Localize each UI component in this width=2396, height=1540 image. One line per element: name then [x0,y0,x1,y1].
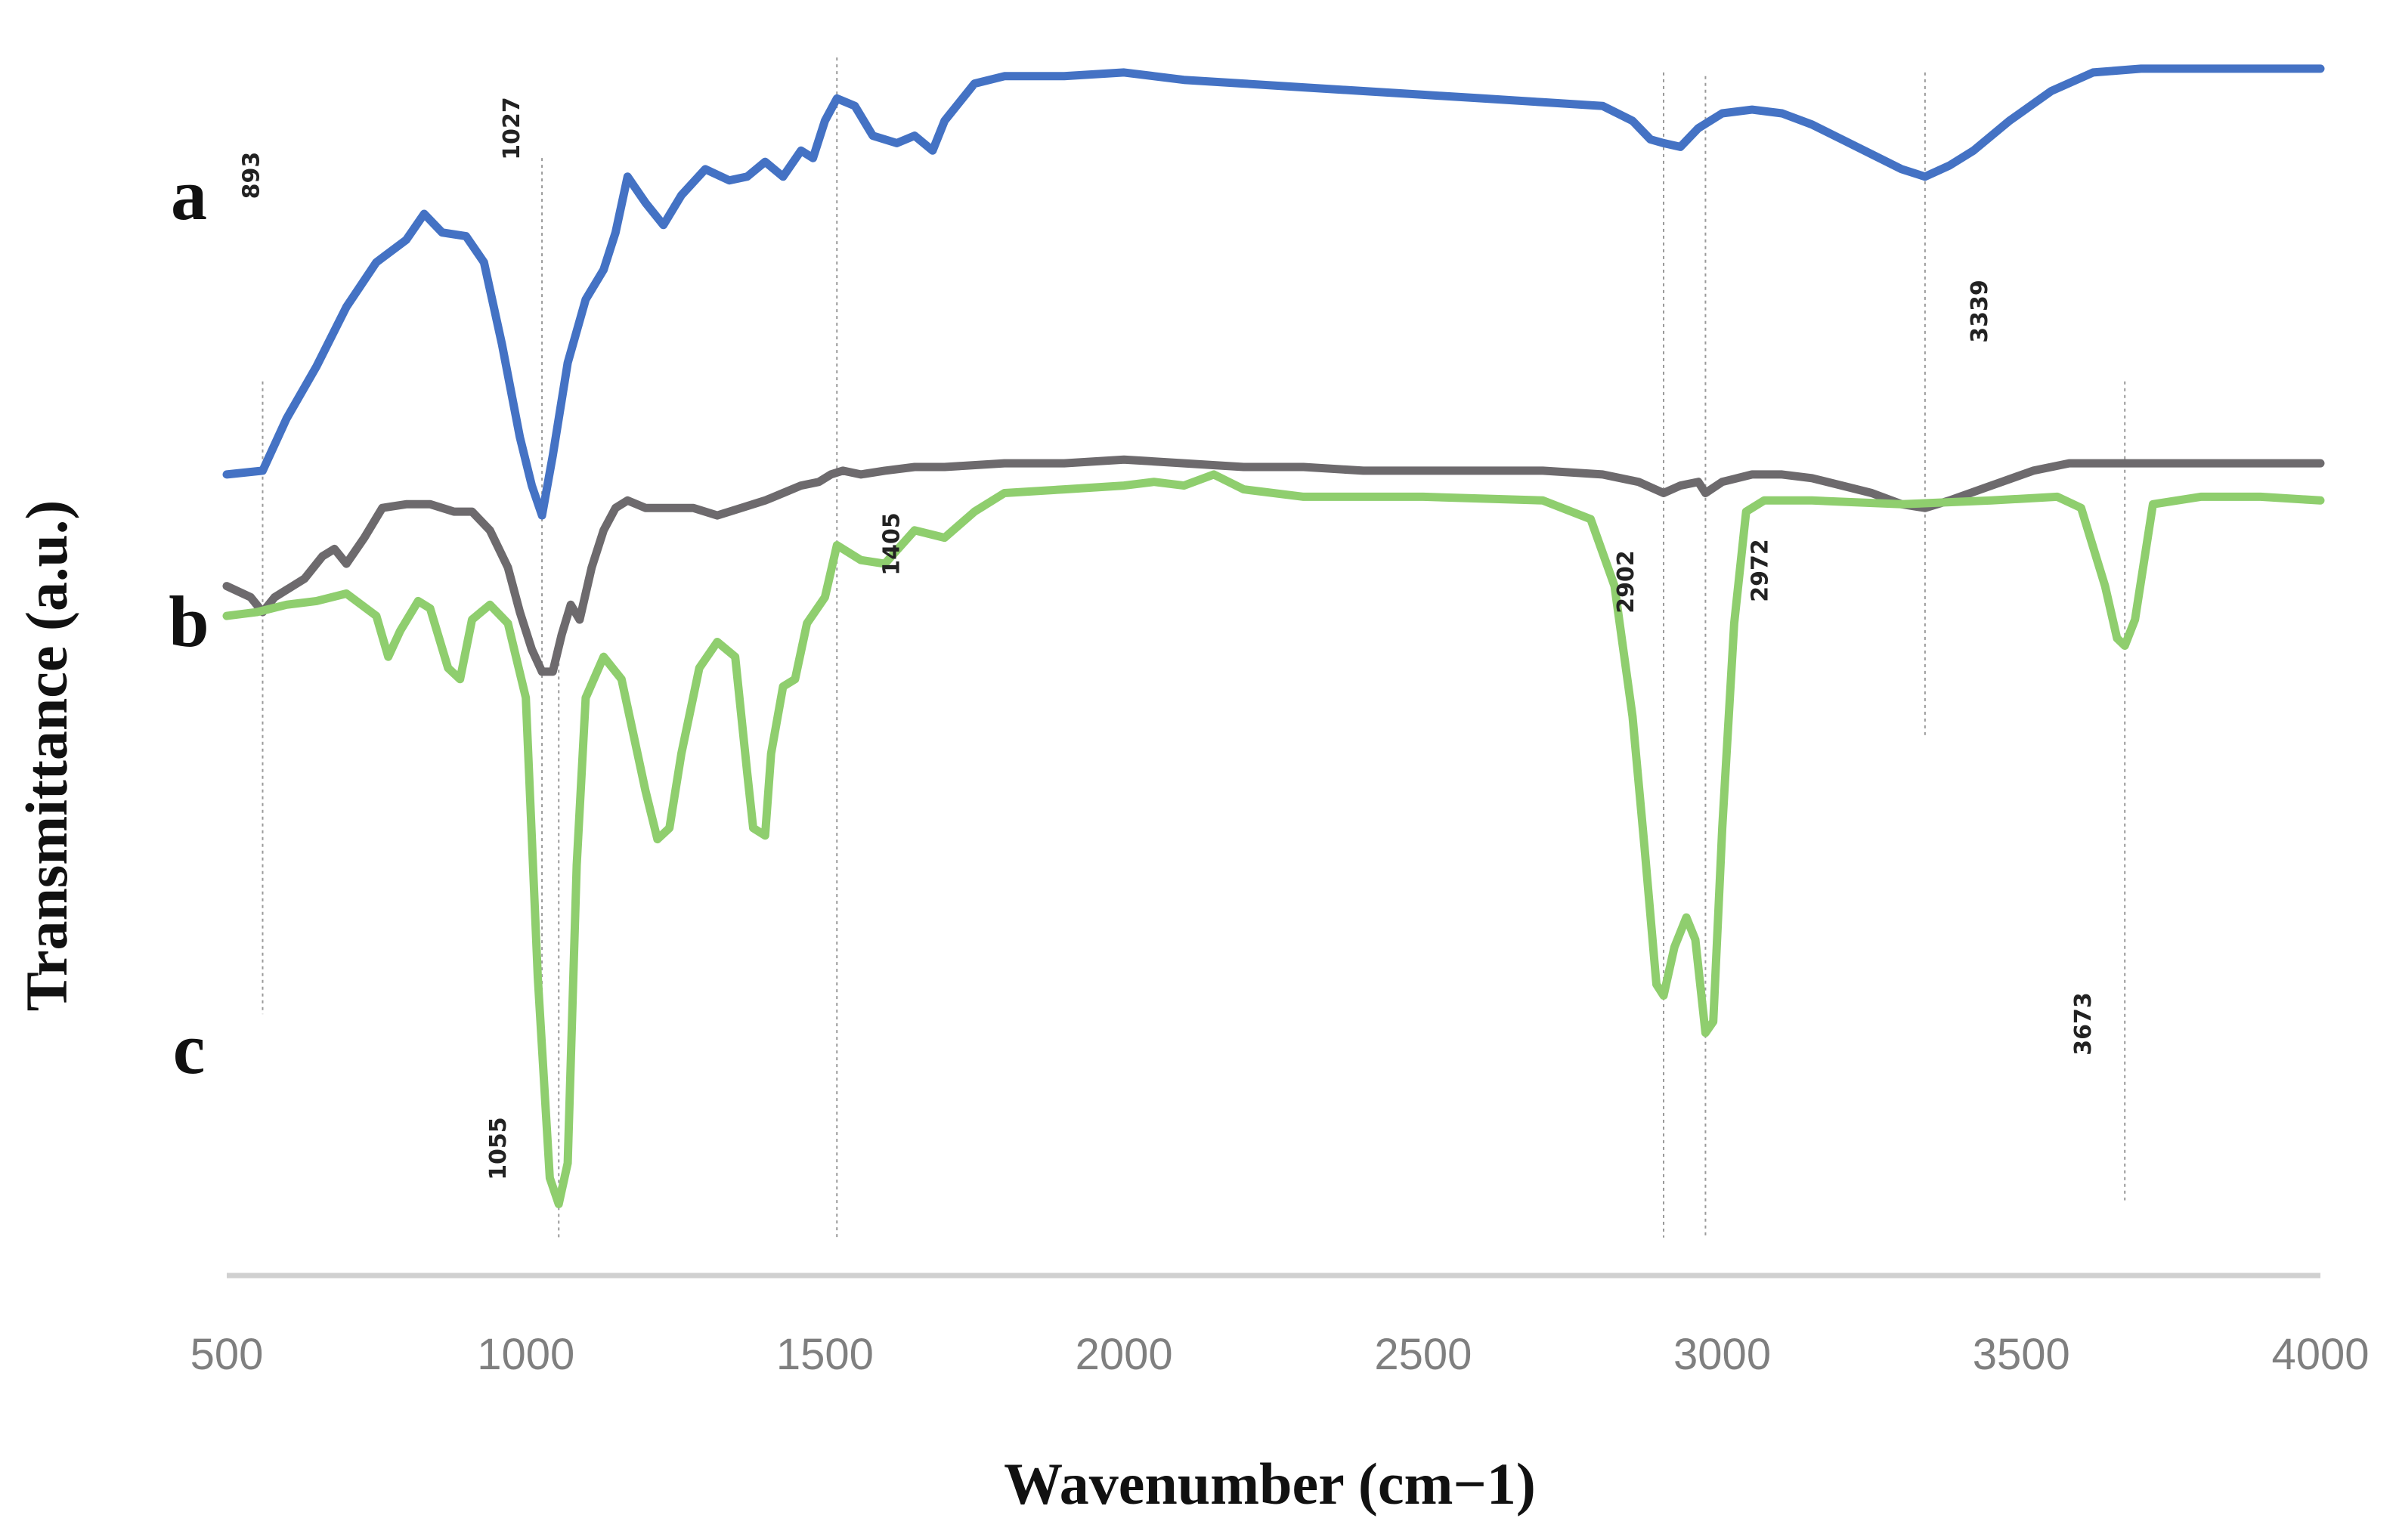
spectrum-trace-b [222,455,2325,676]
peak-label-893: 893 [238,152,265,199]
x-tick-label: 2500 [1374,1330,1472,1379]
x-tick-label: 3500 [1973,1330,2070,1379]
x-tick-label: 1000 [477,1330,574,1379]
peak-labels: 893 1027 1405 2902 2972 3339 3673 1055 [238,97,2097,1180]
series-letters: a b c [169,154,209,1089]
series-letter-c: c [173,1008,206,1089]
x-tick-label: 4000 [2271,1330,2369,1379]
x-tick-labels: 500 1000 1500 2000 2500 3000 3500 4000 [190,1330,2370,1379]
series-letter-a: a [171,154,207,235]
x-axis-title: Wavenumber (cm−1) [1004,1451,1536,1517]
peak-label-1055: 1055 [485,1117,512,1180]
peak-label-3673: 3673 [2070,992,2097,1056]
x-tick-label: 1500 [776,1330,874,1379]
x-tick-label: 2000 [1076,1330,1173,1379]
peak-label-1405: 1405 [878,512,905,576]
spectrum-trace-a [222,64,2325,520]
peak-label-2902: 2902 [1613,550,1639,614]
peak-guide-lines [262,57,2126,1238]
y-axis-title: Transmittance (a.u.) [14,500,79,1012]
spectrum-trace-c [222,470,2325,1208]
x-tick-label: 3000 [1673,1330,1771,1379]
x-tick-label: 500 [190,1330,264,1379]
peak-label-3339: 3339 [1967,280,1993,343]
peak-label-1027: 1027 [499,97,525,160]
peak-label-2972: 2972 [1747,539,1773,602]
spectra-traces [222,64,2325,1208]
series-letter-b: b [169,581,209,662]
